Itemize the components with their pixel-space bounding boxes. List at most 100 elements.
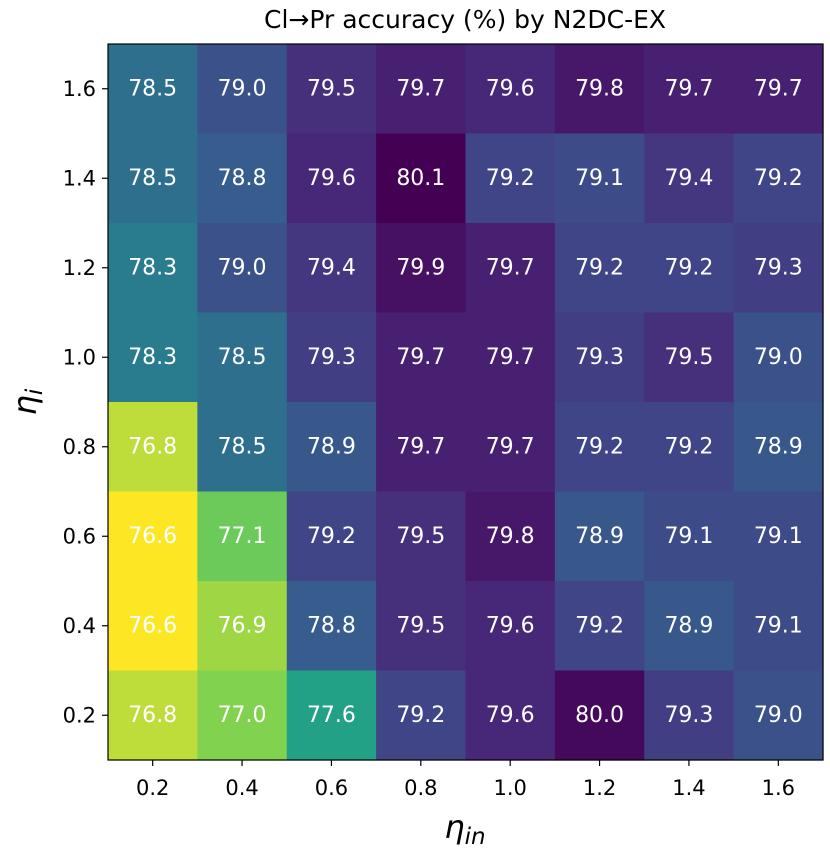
heatmap-cell-label: 79.8 <box>575 76 624 101</box>
heatmap-cell-label: 79.7 <box>396 434 445 459</box>
heatmap-cell <box>733 491 824 582</box>
x-tick-label: 1.0 <box>493 776 526 800</box>
heatmap-cell <box>197 670 288 761</box>
x-tick-label: 0.8 <box>404 776 437 800</box>
plot-frame <box>107 43 824 761</box>
x-axis-ticks: 0.2 0.4 0.6 0.8 1.0 1.2 1.4 1.6 <box>136 760 795 800</box>
heatmap-cell-label: 79.4 <box>664 166 713 191</box>
heatmap-cell <box>108 223 198 314</box>
heatmap-cell <box>644 312 735 403</box>
heatmap-cell <box>644 223 735 314</box>
heatmap-cell <box>554 44 645 135</box>
heatmap-cell <box>733 44 824 135</box>
heatmap-cell <box>465 44 556 135</box>
heatmap-cell-label: 77.1 <box>218 524 267 549</box>
heatmap-cell <box>733 670 824 761</box>
heatmap-cell <box>733 133 824 224</box>
heatmap-cell-label: 76.8 <box>128 434 177 459</box>
heatmap-cell <box>286 670 377 761</box>
heatmap-cell-label: 78.5 <box>128 76 177 101</box>
heatmap-cell-label: 79.0 <box>218 255 267 280</box>
heatmap-cell-label: 79.7 <box>664 76 713 101</box>
heatmap-cell <box>376 491 467 582</box>
heatmap-cell-label: 78.9 <box>575 524 624 549</box>
heatmap-cell <box>286 44 377 135</box>
heatmap-cell <box>376 44 467 135</box>
heatmap-cell-label: 80.0 <box>575 703 624 728</box>
heatmap-cell-label: 79.4 <box>307 255 356 280</box>
heatmap-cell <box>376 670 467 761</box>
heatmap-cell <box>108 312 198 403</box>
heatmap-cell-label: 79.1 <box>575 166 624 191</box>
heatmap-cell-label: 79.5 <box>396 613 445 638</box>
x-tick-label: 1.6 <box>762 776 795 800</box>
heatmap-cell-label: 79.7 <box>396 76 445 101</box>
heatmap-cell <box>733 402 824 493</box>
heatmap-cell <box>733 223 824 314</box>
heatmap-cells <box>108 44 824 761</box>
heatmap-cell <box>108 491 198 582</box>
heatmap-cell-label: 78.3 <box>128 345 177 370</box>
heatmap-cell <box>554 312 645 403</box>
heatmap-cell <box>733 581 824 672</box>
heatmap-cell-label: 78.3 <box>128 255 177 280</box>
x-tick-label: 0.2 <box>136 776 169 800</box>
heatmap-cell-label: 79.2 <box>396 703 445 728</box>
heatmap-cell <box>108 133 198 224</box>
heatmap-cell-label: 78.8 <box>218 166 267 191</box>
heatmap-cell-label: 78.9 <box>754 434 803 459</box>
x-tick-label: 1.4 <box>672 776 705 800</box>
heatmap-cell-label: 79.6 <box>486 76 535 101</box>
heatmap-cell <box>554 223 645 314</box>
heatmap-cell-label: 79.7 <box>754 76 803 101</box>
heatmap-cell-label: 79.3 <box>754 255 803 280</box>
heatmap-cell-label: 76.6 <box>128 524 177 549</box>
y-tick-label: 1.6 <box>63 77 96 101</box>
heatmap-cell <box>197 133 288 224</box>
heatmap-cell-label: 79.7 <box>486 345 535 370</box>
heatmap-cell-label: 79.2 <box>664 434 713 459</box>
heatmap-cell <box>286 491 377 582</box>
heatmap-cell-label: 79.2 <box>307 524 356 549</box>
heatmap-cell <box>644 581 735 672</box>
y-tick-label: 1.2 <box>63 256 96 280</box>
heatmap-cell <box>465 581 556 672</box>
heatmap-cell-label: 79.7 <box>396 345 445 370</box>
heatmap-cell-label: 79.3 <box>664 703 713 728</box>
heatmap-cell-label: 79.5 <box>307 76 356 101</box>
heatmap-cell <box>197 402 288 493</box>
y-tick-label: 1.4 <box>63 166 96 190</box>
heatmap-cell <box>465 402 556 493</box>
heatmap-cell-label: 79.0 <box>754 703 803 728</box>
heatmap-cell-label: 79.7 <box>486 434 535 459</box>
heatmap-cell-label: 79.2 <box>575 613 624 638</box>
heatmap-cell-label: 77.0 <box>218 703 267 728</box>
y-tick-label: 0.4 <box>63 614 96 638</box>
heatmap-cell-label: 79.5 <box>396 524 445 549</box>
heatmap-cell <box>554 670 645 761</box>
heatmap-cell-label: 79.7 <box>486 255 535 280</box>
heatmap-cell <box>554 491 645 582</box>
heatmap-cell-label: 79.1 <box>754 524 803 549</box>
x-tick-label: 0.4 <box>225 776 258 800</box>
heatmap-cell-label: 79.6 <box>486 703 535 728</box>
heatmap-cell-label: 79.2 <box>754 166 803 191</box>
heatmap-cell-label: 78.8 <box>307 613 356 638</box>
heatmap-cell <box>376 223 467 314</box>
heatmap-cell <box>108 44 198 135</box>
heatmap-cell <box>376 312 467 403</box>
heatmap-cell <box>286 402 377 493</box>
heatmap-cell <box>376 402 467 493</box>
heatmap-cell-label: 76.6 <box>128 613 177 638</box>
heatmap-cell <box>733 312 824 403</box>
heatmap-cell <box>644 491 735 582</box>
y-tick-label: 0.2 <box>63 703 96 727</box>
heatmap-cell-label: 79.9 <box>396 255 445 280</box>
heatmap-cell <box>644 670 735 761</box>
heatmap-cell-label: 78.9 <box>307 434 356 459</box>
heatmap-cell <box>286 581 377 672</box>
heatmap-cell <box>197 581 288 672</box>
y-tick-label: 0.6 <box>63 524 96 548</box>
heatmap-cell-label: 79.8 <box>486 524 535 549</box>
